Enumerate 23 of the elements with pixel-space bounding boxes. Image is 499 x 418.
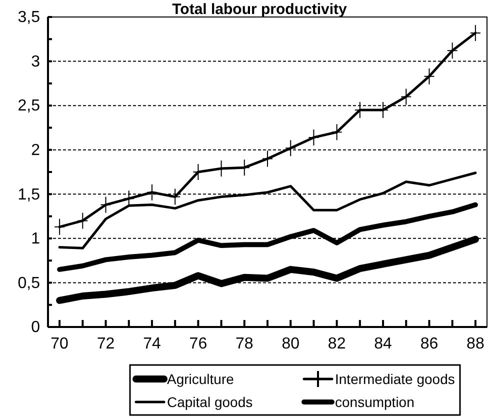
x-tick-label: 82 [328,335,346,352]
legend-label: Agriculture [167,371,234,387]
y-tick-label: 1 [31,230,40,248]
x-tick-label: 84 [374,335,392,352]
legend-label: Intermediate goods [335,371,455,387]
x-tick-label: 78 [235,335,254,352]
legend-label: consumption [335,394,414,410]
x-tick-label: 70 [50,335,69,352]
x-tick-label: 74 [143,335,161,352]
y-tick-label: 3,5 [18,9,40,26]
y-tick-label: 3 [31,53,40,70]
chart-title: Total labour productivity [172,1,348,18]
x-tick-label: 80 [282,335,300,352]
x-tick-label: 86 [420,335,438,352]
y-tick-label: 1,5 [18,186,40,204]
x-tick-label: 88 [466,335,484,352]
y-tick-label: 0 [31,319,40,336]
legend-label: Capital goods [167,394,253,410]
x-tick-label: 72 [96,335,115,352]
y-tick-label: 0,5 [18,274,40,292]
y-tick-label: 2,5 [18,98,40,115]
x-tick-label: 76 [189,335,208,352]
y-tick-label: 2 [31,142,40,159]
